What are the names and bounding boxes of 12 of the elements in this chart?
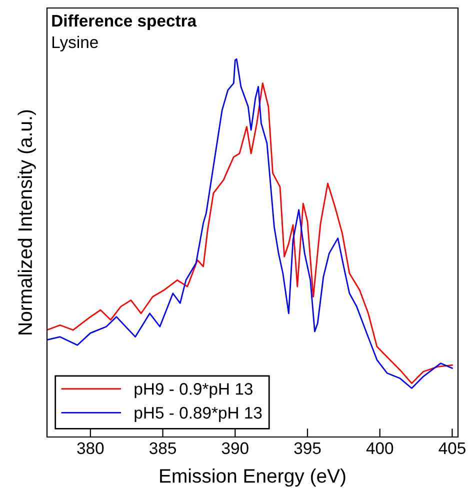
x-tick-label: 380 — [77, 442, 104, 454]
y-axis-title: Normalized Intensity (a.u.) — [18, 110, 36, 334]
legend-label: pH5 - 0.89*pH 13 — [134, 406, 262, 422]
legend-label: pH9 - 0.9*pH 13 — [134, 383, 252, 398]
x-tick-label: 400 — [366, 442, 394, 454]
x-tick-label: 390 — [222, 442, 248, 454]
chart-subtitle: Lysine — [52, 36, 98, 52]
x-tick-label: 395 — [294, 442, 321, 454]
chart-title: Difference spectra — [52, 14, 197, 30]
x-tick-label: 385 — [150, 442, 176, 454]
x-tick-label: 405 — [438, 442, 466, 454]
x-axis-title: Emission Energy (eV) — [160, 468, 346, 487]
